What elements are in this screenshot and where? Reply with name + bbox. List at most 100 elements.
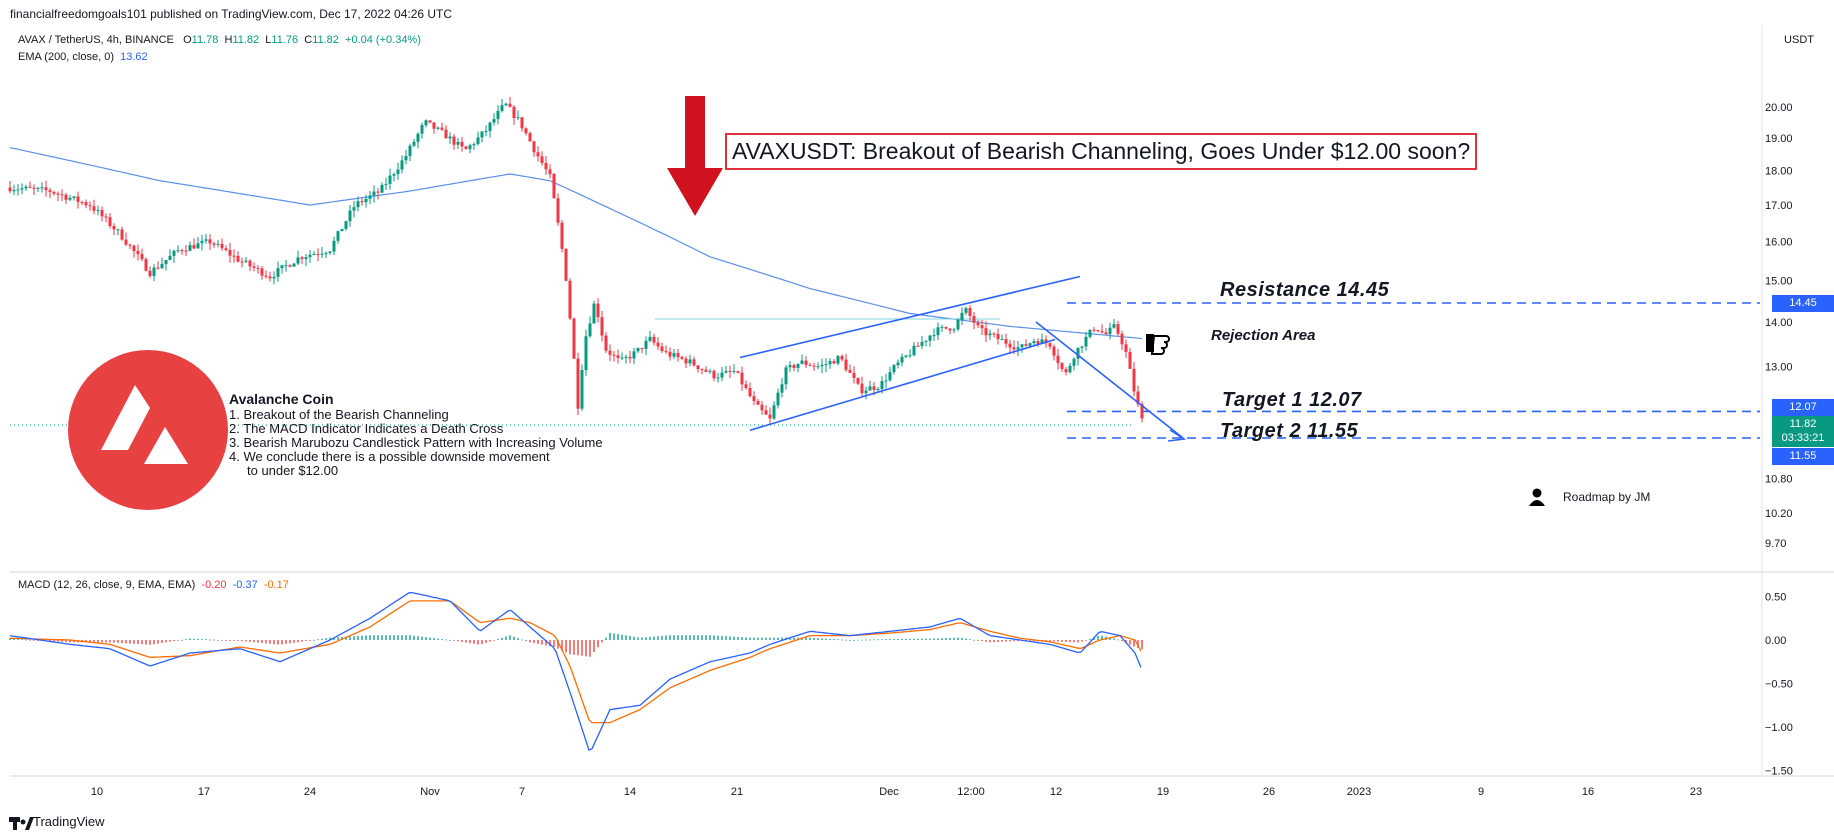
candle-body [964,308,968,313]
symbol-legend[interactable]: AVAX / TetherUS, 4h, BINANCE O11.78 H11.… [18,34,421,46]
macd-histogram-bar [541,640,543,645]
candle-body [260,268,264,276]
macd-histogram-bar [1137,640,1139,649]
candle-body [552,174,556,199]
candle-body [876,389,880,391]
macd-histogram-bar [973,639,975,641]
macd-histogram-bar [261,640,263,644]
candle-body [72,196,76,198]
candle-body [320,253,324,255]
macd-histogram-bar [229,640,231,641]
macd-histogram-bar [741,637,743,640]
candle-body [848,369,852,373]
macd-histogram-bar [521,639,523,641]
candle-body [1132,368,1136,392]
candle-body [28,186,32,188]
note-item-5: to under $12.00 [247,463,339,478]
candle-body [112,226,116,230]
macd-histogram-bar [177,640,179,641]
candle-body [404,155,408,161]
down-arrow-icon [667,96,723,216]
macd-histogram-bar [597,640,599,648]
publish-line: financialfreedomgoals101 published on Tr… [10,7,453,21]
footer-brand[interactable]: TradingView [33,814,105,829]
candle-body [1084,336,1088,347]
macd-histogram-bar [561,640,563,651]
candle-body [284,265,288,267]
ema-legend[interactable]: EMA (200, close, 0) 13.62 [18,51,148,63]
macd-histogram-bar [1117,639,1119,641]
candle-body [432,122,436,129]
candle-body [496,110,500,120]
candle-body [708,370,712,372]
candle-body [276,268,280,277]
macd-histogram-bar [913,638,915,640]
candle-body [500,105,504,111]
candle-body [544,162,548,170]
candle-body [144,259,148,271]
macd-histogram-bar [97,640,99,643]
candle-body [220,243,224,249]
user-icon [1529,488,1545,506]
candle-body [1000,339,1004,341]
candle-body [296,257,300,264]
candle-body [832,361,836,364]
macd-tick-label: 0.00 [1765,635,1786,647]
macd-histogram-bar [377,635,379,640]
candle-body [988,333,992,336]
candle-body [976,322,980,326]
ema-label: EMA (200, close, 0) [18,51,114,63]
candle-body [984,328,988,336]
candle-body [208,239,212,244]
candle-body [1064,369,1068,373]
candle-body [644,340,648,349]
candle-body [528,133,532,142]
candle-body [808,364,812,366]
macd-histogram-bar [193,638,195,640]
macd-main-line [9,591,1142,751]
macd-histogram-bar [253,640,255,643]
macd-histogram-bar [1097,635,1099,640]
open-value: 11.78 [191,34,219,46]
macd-histogram-bar [921,638,923,640]
candle-body [1020,344,1024,348]
macd-histogram-bar [1085,640,1087,641]
candle-body [864,390,868,394]
macd-histogram-bar [985,640,987,642]
candle-body [628,356,632,359]
time-tick-label: 12:00 [957,786,985,798]
macd-histogram-bar [837,639,839,641]
macd-histogram-bar [773,637,775,640]
candle-body [200,240,204,244]
candle-body [716,377,720,379]
macd-histogram-bar [101,640,103,643]
macd-histogram-bar [1077,640,1079,643]
candle-body [360,201,364,203]
macd-histogram-bar [1017,640,1019,642]
candle-body [880,381,884,390]
macd-histogram-bar [289,640,291,644]
macd-histogram-bar [1029,640,1031,642]
macd-histogram-bar [105,640,107,643]
macd-histogram-bar [1081,640,1083,642]
candle-body [1028,343,1032,346]
macd-histogram-bar [209,639,211,641]
candle-body [768,414,772,419]
macd-histogram-bar [225,640,227,641]
macd-histogram-bar [117,640,119,643]
ema-line [9,147,1143,340]
macd-tick-label: −1.00 [1765,722,1793,734]
candle-body [560,222,564,249]
candle-body [1056,355,1060,364]
macd-histogram-bar [89,640,91,643]
macd-legend[interactable]: MACD (12, 26, close, 9, EMA, EMA) -0.20 … [18,579,289,591]
macd-histogram-bar [413,635,415,640]
time-tick-label: Nov [420,786,440,798]
candle-body [164,260,168,264]
macd-histogram-bar [817,638,819,640]
candle-body [836,355,840,364]
headline-box[interactable]: AVAXUSDT: Breakout of Bearish Channeling… [725,133,1478,170]
macd-histogram-bar [245,640,247,642]
time-tick-label: 21 [731,786,743,798]
